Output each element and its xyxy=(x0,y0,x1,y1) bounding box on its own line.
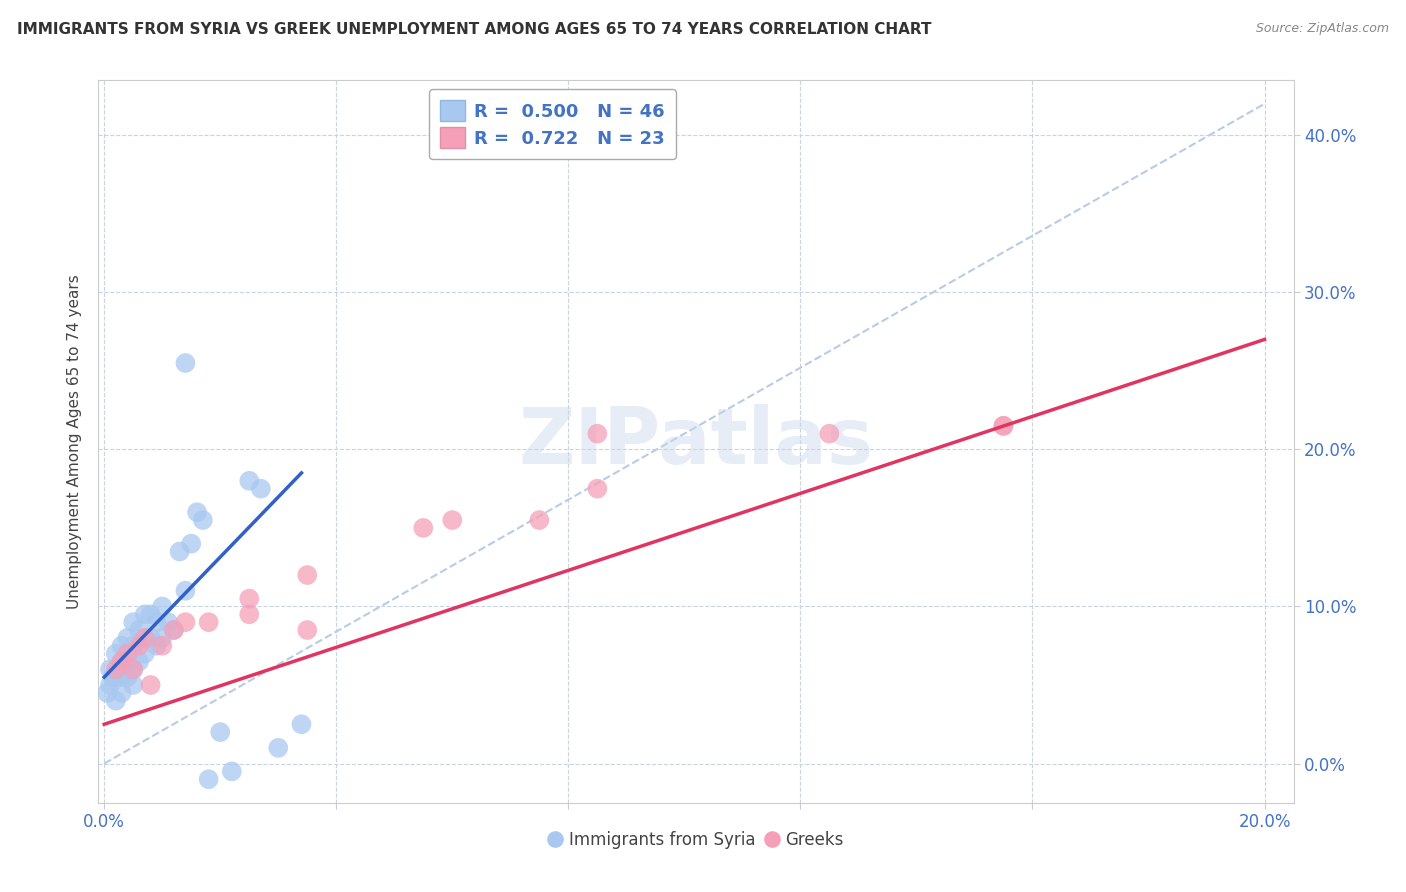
Point xyxy=(111,639,134,653)
Point xyxy=(197,772,219,787)
Point xyxy=(139,607,162,622)
Point xyxy=(104,694,127,708)
Point xyxy=(163,623,186,637)
Point xyxy=(297,568,319,582)
Point xyxy=(174,356,197,370)
Point xyxy=(238,591,260,606)
Point xyxy=(98,662,121,676)
Point xyxy=(134,607,156,622)
Point xyxy=(163,623,186,637)
Point xyxy=(412,521,434,535)
Point xyxy=(139,678,162,692)
Point xyxy=(128,655,150,669)
Point xyxy=(134,647,156,661)
Point xyxy=(238,474,260,488)
Point xyxy=(297,623,319,637)
Point xyxy=(186,505,208,519)
Point xyxy=(122,678,145,692)
Point xyxy=(180,536,202,550)
Point xyxy=(993,418,1015,433)
Point xyxy=(128,639,150,653)
Point xyxy=(104,670,127,684)
Point xyxy=(111,670,134,684)
Point xyxy=(101,670,124,684)
Point xyxy=(128,623,150,637)
Point xyxy=(114,662,136,676)
Point xyxy=(104,647,127,661)
Point xyxy=(290,717,312,731)
Point xyxy=(221,764,243,779)
Point xyxy=(122,662,145,676)
Point xyxy=(157,615,180,630)
Point xyxy=(250,482,273,496)
Point xyxy=(150,599,173,614)
Point xyxy=(586,426,609,441)
Point xyxy=(441,513,464,527)
Point xyxy=(529,513,551,527)
Point xyxy=(191,513,214,527)
Point xyxy=(111,655,134,669)
Point xyxy=(145,639,167,653)
Point xyxy=(117,631,139,645)
Point xyxy=(139,631,162,645)
Point xyxy=(117,670,139,684)
Text: IMMIGRANTS FROM SYRIA VS GREEK UNEMPLOYMENT AMONG AGES 65 TO 74 YEARS CORRELATIO: IMMIGRANTS FROM SYRIA VS GREEK UNEMPLOYM… xyxy=(17,22,931,37)
Point xyxy=(104,662,127,676)
Point xyxy=(134,631,156,645)
Point xyxy=(111,686,134,700)
Point xyxy=(111,655,134,669)
Point xyxy=(209,725,232,739)
Point xyxy=(238,607,260,622)
Point xyxy=(122,639,145,653)
Point xyxy=(117,655,139,669)
Y-axis label: Unemployment Among Ages 65 to 74 years: Unemployment Among Ages 65 to 74 years xyxy=(66,274,82,609)
Point xyxy=(122,662,145,676)
Point xyxy=(586,482,609,496)
Point xyxy=(197,615,219,630)
Point xyxy=(117,647,139,661)
Point xyxy=(107,662,129,676)
Point xyxy=(169,544,191,558)
Point xyxy=(150,639,173,653)
Point xyxy=(818,426,841,441)
Point xyxy=(174,615,197,630)
Point xyxy=(122,615,145,630)
Legend: Immigrants from Syria, Greeks: Immigrants from Syria, Greeks xyxy=(541,824,851,856)
Point xyxy=(150,631,173,645)
Point xyxy=(993,418,1015,433)
Text: Source: ZipAtlas.com: Source: ZipAtlas.com xyxy=(1256,22,1389,36)
Point xyxy=(98,678,121,692)
Point xyxy=(96,686,118,700)
Point xyxy=(174,583,197,598)
Text: ZIPatlas: ZIPatlas xyxy=(519,403,873,480)
Point xyxy=(134,631,156,645)
Point xyxy=(145,615,167,630)
Point xyxy=(267,740,290,755)
